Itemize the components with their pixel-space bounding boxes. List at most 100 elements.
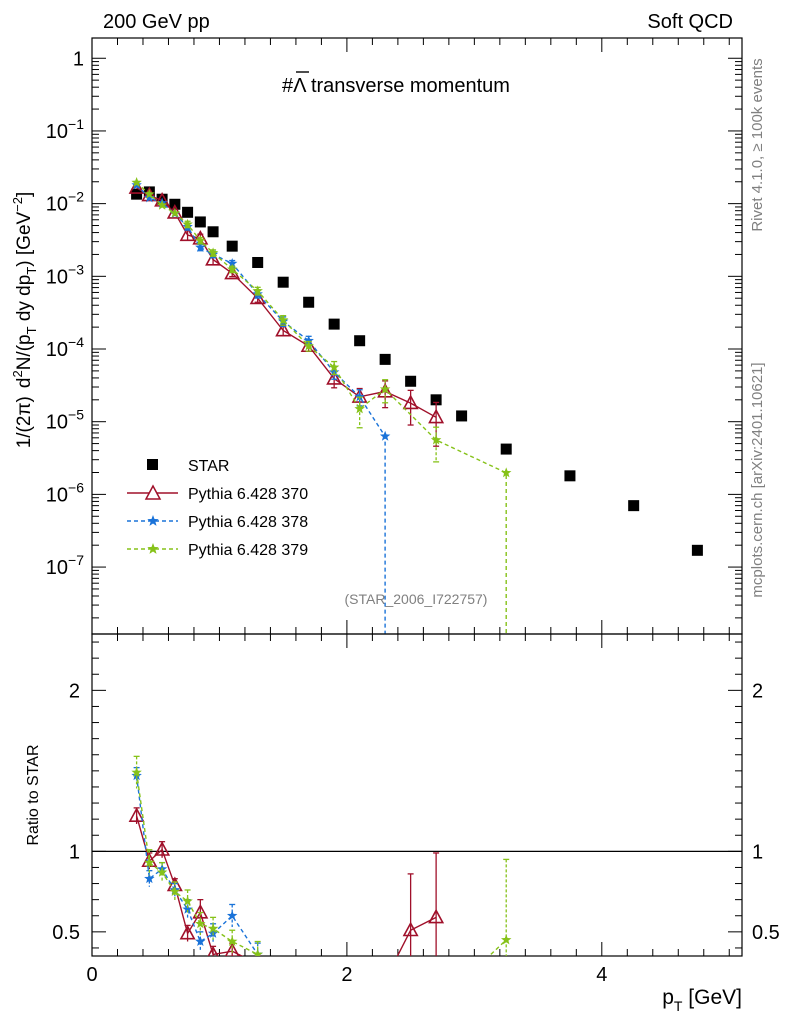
ratio-y-tick-0.5-right: 0.5: [752, 922, 780, 944]
data-point: [144, 192, 155, 203]
ratio-point: [195, 936, 206, 946]
ratio-point: [226, 936, 238, 946]
legend-marker-378: [147, 515, 159, 526]
ylabel-d: dy dp: [14, 275, 35, 327]
data-point: [405, 375, 417, 387]
ratio-point: [207, 945, 219, 956]
data-point: [226, 258, 238, 268]
ylabel-c-sub: T: [24, 326, 39, 334]
data-point: [226, 263, 238, 274]
title-suffix: transverse momentum: [305, 75, 510, 97]
ratio-point: [131, 766, 142, 777]
tick-exponent: −3: [68, 261, 84, 277]
legend-label-370: Pythia 6.428 370: [188, 486, 308, 503]
ratio-point: [252, 948, 263, 956]
ylabel-f: ]: [14, 192, 35, 197]
plot-title: #Λ transverse momentum: [282, 75, 510, 97]
tick-exponent: −4: [68, 334, 84, 350]
ratio-point: [128, 807, 145, 822]
legend-label-379: Pythia 6.428 379: [188, 542, 308, 559]
ratio-point: [195, 918, 206, 929]
tick-base: 1: [73, 48, 84, 70]
legend-label-star-data: STAR: [188, 458, 229, 475]
xlabel-a: p: [662, 986, 674, 1009]
analysis-watermark: (STAR_2006_I722757): [345, 591, 488, 607]
legend-marker-370: [144, 484, 162, 500]
main-y-tick-label: 10−6: [46, 479, 84, 506]
x-tick-2: 2: [341, 964, 352, 986]
series-pythia-6-428-378: [131, 179, 391, 634]
main-y-tick-label: 10−1: [46, 116, 84, 143]
ylabel-d-sub: T: [24, 267, 39, 275]
data-point: [628, 500, 640, 512]
ratio-line-tail: [396, 929, 412, 956]
data-point: [277, 314, 289, 325]
ratio-y-tick-2-left: 2: [69, 680, 80, 702]
main-y-tick-label: 1: [73, 48, 84, 70]
data-point: [194, 216, 206, 228]
ratio-point: [182, 895, 193, 906]
data-point: [303, 296, 315, 308]
data-point: [402, 394, 419, 410]
tick-exponent: −6: [68, 479, 84, 495]
ylabel-b: d: [14, 378, 35, 389]
main-axis-ticks: [91, 38, 742, 634]
series-pythia-6-428-370: [128, 179, 445, 447]
tick-base: 10: [46, 194, 68, 216]
tick-exponent: −2: [68, 189, 84, 205]
main-y-tick-label: 10−2: [46, 189, 84, 216]
main-y-axis-label: 1/(2π)d2N/(pT dy dpT) [GeV−2]: [10, 192, 39, 449]
main-series: [128, 177, 703, 634]
main-y-tick-label: 10−5: [46, 407, 84, 434]
tick-exponent: −7: [68, 552, 84, 568]
x-axis-label: pT [GeV]: [662, 986, 742, 1014]
ratio-point: [169, 886, 181, 897]
legend-marker-379: [147, 543, 159, 554]
ratio-line-tail: [258, 964, 277, 980]
data-point: [182, 206, 194, 218]
ylabel-e: ) [GeV: [14, 211, 35, 266]
data-point: [277, 276, 289, 288]
series-line: [136, 187, 437, 418]
data-point: [500, 443, 512, 455]
ratio-y-tick-2-right: 2: [752, 680, 763, 702]
data-point: [195, 241, 206, 252]
data-point: [207, 247, 219, 258]
ratio-point: [428, 908, 445, 924]
data-point: [430, 434, 442, 445]
ratio-series-pythia-6-428-379: [131, 755, 512, 956]
data-point: [205, 250, 222, 266]
data-point: [131, 188, 143, 200]
data-point: [275, 321, 292, 337]
tick-exponent: −5: [68, 407, 84, 423]
ratio-y-tick-1-left: 1: [69, 841, 80, 863]
ylabel-a: 1/(2π): [14, 396, 35, 448]
data-point: [430, 394, 442, 406]
legend-label-378: Pythia 6.428 378: [188, 514, 308, 531]
ratio-point: [402, 921, 419, 937]
data-point: [328, 318, 340, 330]
data-point: [226, 240, 238, 252]
ratio-line-tail: [488, 939, 507, 956]
data-point: [156, 199, 168, 210]
ratio-point: [156, 866, 168, 877]
header-process: Soft QCD: [647, 11, 733, 33]
xlabel-a-sub: T: [674, 998, 683, 1014]
data-point: [207, 226, 219, 238]
data-point: [500, 467, 512, 478]
data-point: [179, 226, 196, 242]
main-y-tick-labels: 110−110−210−310−410−510−610−7: [46, 48, 84, 579]
data-point: [379, 383, 391, 394]
main-y-tick-label: 10−3: [46, 261, 84, 288]
legend-marker-star-data: [147, 459, 158, 470]
ratio-point: [154, 841, 171, 856]
title-prefix: #: [282, 75, 294, 97]
ratio-series: [128, 755, 512, 980]
tick-base: 10: [46, 121, 68, 143]
ratio-point: [226, 910, 238, 921]
main-y-tick-label: 10−4: [46, 334, 84, 361]
data-point: [195, 235, 206, 246]
ratio-line: [135, 775, 259, 955]
data-point: [354, 403, 365, 414]
data-point: [428, 408, 445, 424]
